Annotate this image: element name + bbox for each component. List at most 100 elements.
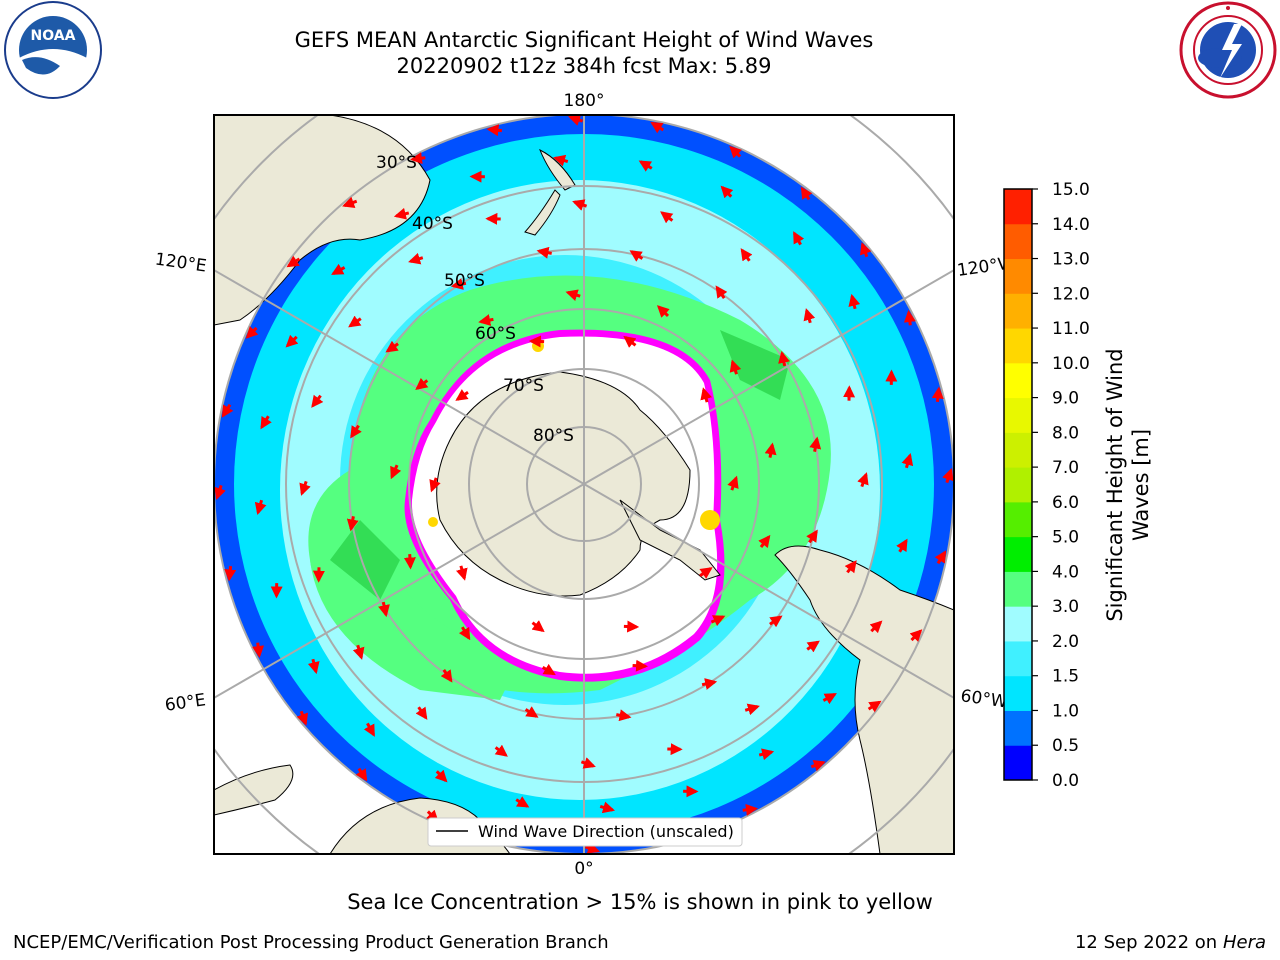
wave-direction-arrow (909, 629, 923, 642)
wave-direction-arrow (355, 767, 368, 782)
wave-direction-arrow (552, 154, 569, 167)
wave-direction-arrow (599, 801, 616, 814)
wave-direction-arrow (715, 285, 728, 299)
lat-label-60s: 60°S (475, 324, 516, 344)
wave-direction-arrow (455, 389, 469, 401)
wave-direction-arrow (403, 554, 416, 570)
wave-direction-arrow (729, 359, 742, 375)
wave-direction-arrow (778, 350, 790, 367)
wave-direction-arrow (434, 769, 448, 783)
wave-direction-arrow (478, 314, 494, 326)
wave-direction-arrow (903, 310, 916, 326)
wave-direction-arrow (744, 703, 760, 716)
wave-direction-arrow (350, 424, 362, 439)
colorbar-tick-label: 2.0 (1052, 632, 1079, 652)
colorbar-tick-label: 9.0 (1052, 389, 1079, 409)
wave-direction-arrow (486, 124, 503, 137)
colorbar-tick-label: 15.0 (1052, 180, 1090, 200)
colorbar-segment (1004, 189, 1032, 225)
wave-direction-arrow (710, 615, 726, 627)
lon-label-lower-right: 60°W (959, 686, 1008, 712)
wave-direction-arrow (580, 757, 596, 769)
wave-direction-arrow (650, 121, 665, 134)
colorbar-tick-label: 1.0 (1052, 701, 1079, 721)
wave-direction-arrow (616, 709, 632, 722)
wave-direction-arrow (254, 499, 267, 516)
lon-label-upper-left: 120°E (154, 250, 208, 277)
colorbar-segment (1004, 536, 1032, 572)
wave-direction-arrow (584, 842, 600, 854)
colorbar-frame (1003, 188, 1033, 781)
wave-direction-arrow (729, 145, 742, 159)
wave-direction-arrow (385, 340, 399, 353)
wave-direction-arrow (260, 415, 272, 430)
colorbar-segment (1004, 223, 1032, 260)
wave-direction-arrow (623, 335, 637, 348)
wave-direction-arrow (848, 293, 861, 310)
colorbar-segment (1004, 328, 1032, 364)
wave-direction-arrow (656, 305, 670, 318)
wave-direction-arrow (660, 211, 674, 224)
wave-direction-arrow (806, 640, 820, 653)
colorbar-segment (1004, 710, 1032, 746)
footer-credit: NCEP/EMC/Verification Post Processing Pr… (13, 932, 609, 953)
wave-direction-arrow (931, 386, 944, 403)
wave-direction-arrow (822, 692, 837, 705)
wave-direction-arrow (623, 620, 640, 633)
lon-label-lower-left: 60°E (164, 690, 207, 715)
wave-direction-arrow (342, 196, 358, 209)
wave-direction-arrow (901, 452, 914, 469)
wave-direction-arrow (415, 706, 428, 720)
wave-direction-arrow (296, 710, 309, 726)
noaa-logo-text: NOAA (31, 28, 76, 44)
wave-direction-arrow (515, 796, 530, 808)
wave-direction-arrow (429, 477, 441, 493)
wave-direction-arrow (869, 620, 883, 634)
wave-direction-arrow (286, 255, 301, 268)
wave-direction-arrow (568, 115, 584, 126)
wave-direction-arrow (727, 475, 739, 491)
wave-direction-arrow (632, 659, 648, 672)
colorbar: 0.0 0.5 1.0 1.5 2.0 3.0 4.0 5.0 6.0 7.0 8.0 9.0 10.0… (1003, 180, 1090, 791)
wave-direction-arrow (758, 748, 775, 761)
wave-direction-arrow (363, 722, 376, 737)
colorbar-segment (1004, 501, 1032, 538)
footer-date-text: 12 Sep 2022 on (1074, 932, 1218, 953)
lat-label-30s: 30°S (376, 153, 417, 173)
wave-direction-arrow (390, 464, 402, 480)
colorbar-segment (1004, 293, 1032, 329)
footer-host: Hera (1222, 932, 1266, 953)
colorbar-tick-label: 11.0 (1052, 319, 1090, 339)
wave-direction-arrow (528, 335, 545, 348)
wave-direction-arrow (348, 315, 362, 328)
wave-direction-arrow (740, 248, 753, 262)
wave-direction-arrow (285, 334, 299, 348)
lat-label-40s: 40°S (412, 214, 453, 234)
wave-direction-arrow (494, 744, 508, 757)
legend-label: Wind Wave Direction (unscaled) (478, 822, 734, 841)
colorbar-segment (1004, 397, 1032, 433)
wave-direction-arrow (536, 246, 552, 259)
chart-subtitle: 20220902 t12z 384h fcst Max: 5.89 (396, 54, 772, 78)
wave-direction-arrow (857, 472, 869, 488)
wave-direction-arrow (393, 207, 410, 220)
wave-direction-arrow (769, 615, 783, 628)
lat-label-50s: 50°S (444, 271, 485, 291)
wave-direction-arrow (221, 403, 234, 418)
wave-direction-arrow (720, 185, 734, 199)
colorbar-segment (1004, 467, 1032, 503)
wave-direction-arrow (245, 326, 259, 339)
longitude-gridlines (214, 115, 954, 854)
wave-direction-arrow (942, 468, 954, 484)
wave-direction-arrow (252, 642, 265, 658)
colorbar-segment (1004, 362, 1032, 399)
wave-direction-arrow (806, 529, 818, 544)
wave-direction-arrow (311, 394, 324, 408)
wave-direction-arrow (800, 186, 813, 201)
colorbar-segment (1004, 640, 1032, 677)
wave-direction-arrow (809, 436, 822, 452)
colorbar-title-line2: Waves [m] (1129, 428, 1153, 542)
colorbar-tick-label: 3.0 (1052, 597, 1079, 617)
colorbar-tick-label: 4.0 (1052, 562, 1079, 582)
